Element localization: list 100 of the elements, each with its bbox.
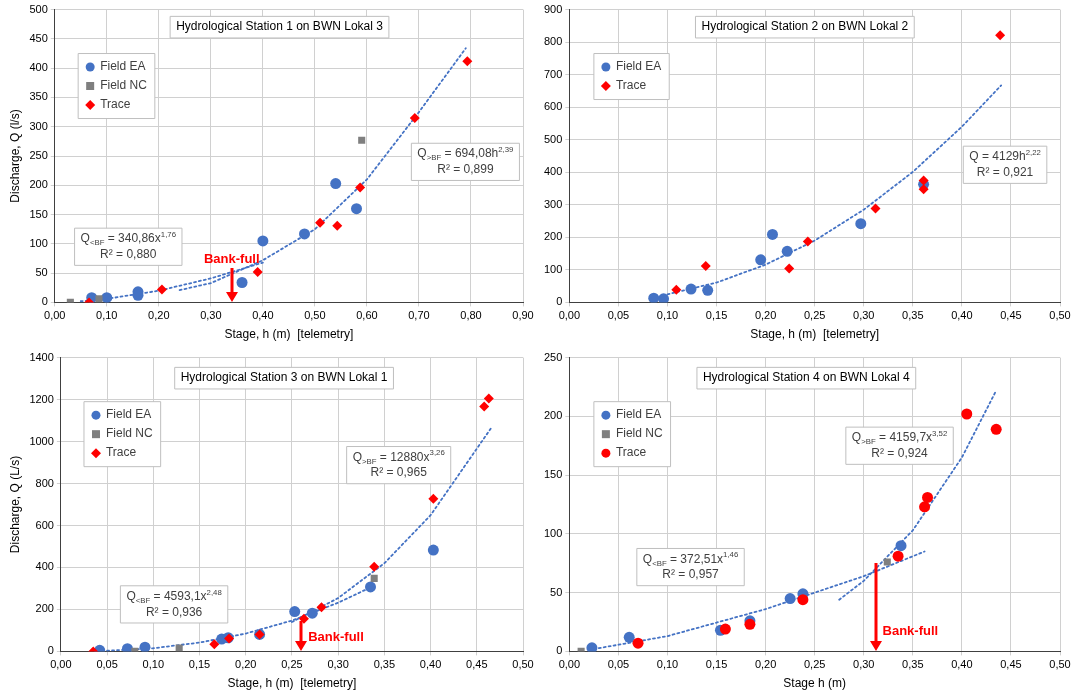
x-tick-label: 0,45 — [466, 658, 488, 671]
x-tick-label: 0,35 — [373, 658, 396, 671]
text: Hydrological Station 2 on BWN Lokal 2 — [701, 19, 909, 34]
text: Hydrological Station 3 on BWN Lokal 1 — [180, 370, 388, 385]
y-tick-label: 900 — [543, 2, 563, 15]
x-tick-label: 0,25 — [803, 309, 826, 322]
x-tick-label: 0,20 — [754, 658, 777, 671]
x-tick-label: 0,30 — [853, 658, 875, 671]
legend-label: Field EA — [100, 59, 146, 74]
y-axis-title: Discharge, Q (L/s) — [7, 455, 22, 554]
x-tick-label: 0,05 — [607, 309, 630, 322]
x-axis-title: Stage h (m) — [783, 676, 847, 691]
x-tick-label: 0,05 — [607, 658, 630, 671]
y-tick-label: 600 — [35, 518, 54, 531]
x-tick-label: 0,40 — [951, 309, 973, 322]
x-tick-label: 0,10 — [96, 309, 118, 322]
x-tick-label: 0,15 — [705, 658, 728, 671]
legend-label: Trace — [100, 97, 131, 112]
x-tick-label: 0,50 — [304, 309, 326, 322]
x-axis-title: Stage, h (m) [telemetry] — [750, 327, 880, 342]
y-tick-label: 800 — [543, 35, 563, 48]
x-tick-label: 0,45 — [1000, 309, 1022, 322]
legend-label: Field EA — [615, 407, 662, 422]
x-tick-label: 0,25 — [803, 658, 826, 671]
legend-label: Field NC — [615, 426, 663, 441]
y-tick-label: 50 — [35, 266, 48, 279]
x-tick-label: 0,60 — [356, 309, 378, 322]
text: Hydrological Station 1 on BWN Lokal 3 — [176, 19, 384, 34]
annotation: Bank-full — [203, 250, 260, 266]
y-tick-label: 700 — [543, 67, 563, 80]
x-tick-label: 0,10 — [656, 309, 679, 322]
x-tick-label: 0,05 — [96, 658, 118, 671]
y-tick-label: 300 — [29, 119, 48, 132]
y-tick-label: 350 — [29, 90, 48, 103]
x-tick-label: 0,00 — [44, 309, 66, 322]
x-tick-label: 0,25 — [281, 658, 303, 671]
y-tick-label: 300 — [543, 197, 563, 210]
x-tick-label: 0,15 — [188, 658, 211, 671]
y-tick-label: 400 — [29, 61, 48, 74]
annotation: Bank-full — [308, 629, 364, 645]
x-tick-label: 0,90 — [512, 309, 534, 322]
y-tick-label: 500 — [543, 132, 563, 145]
x-tick-label: 0,40 — [419, 658, 442, 671]
legend-label: Field NC — [105, 426, 153, 441]
legend-label: Trace — [105, 445, 137, 460]
y-tick-label: 0 — [41, 295, 48, 308]
x-tick-label: 0,20 — [754, 309, 777, 322]
y-tick-label: 150 — [29, 207, 48, 220]
y-tick-label: 0 — [47, 644, 54, 657]
x-tick-label: 0,00 — [558, 658, 581, 671]
y-tick-label: 150 — [543, 468, 563, 481]
x-tick-label: 0,30 — [327, 658, 349, 671]
x-axis-title: Stage, h (m) [telemetry] — [227, 676, 357, 691]
y-tick-label: 200 — [29, 178, 48, 191]
legend-label: Field EA — [105, 407, 152, 422]
y-tick-label: 200 — [543, 230, 563, 243]
x-tick-label: 0,10 — [142, 658, 165, 671]
x-tick-label: 0,20 — [235, 658, 257, 671]
x-tick-label: 0,35 — [902, 309, 924, 322]
y-tick-label: 0 — [556, 644, 563, 657]
y-tick-label: 1400 — [29, 350, 54, 363]
y-tick-label: 100 — [543, 262, 563, 275]
y-tick-label: 400 — [543, 165, 563, 178]
x-tick-label: 0,70 — [408, 309, 430, 322]
x-tick-label: 0,15 — [705, 309, 728, 322]
legend-label: Field NC — [100, 78, 148, 93]
x-tick-label: 0,00 — [558, 309, 581, 322]
x-tick-label: 0,50 — [1049, 658, 1071, 671]
text: Hydrological Station 4 on BWN Lokal 4 — [702, 370, 911, 385]
y-tick-label: 250 — [543, 350, 563, 363]
x-tick-label: 0,00 — [50, 658, 72, 671]
x-tick-label: 0,30 — [200, 309, 222, 322]
x-tick-label: 0,40 — [252, 309, 274, 322]
y-tick-label: 450 — [29, 31, 48, 44]
annotation: Bank-full — [882, 622, 939, 638]
x-tick-label: 0,30 — [853, 309, 875, 322]
x-tick-label: 0,40 — [951, 658, 973, 671]
y-tick-label: 100 — [543, 526, 563, 539]
legend-label: Trace — [615, 78, 647, 93]
y-tick-label: 200 — [35, 602, 54, 615]
x-axis-title: Stage, h (m) [telemetry] — [224, 327, 354, 342]
x-tick-label: 0,35 — [902, 658, 924, 671]
y-axis-title: Discharge, Q (l/s) — [7, 109, 22, 203]
y-tick-label: 0 — [556, 295, 563, 308]
y-tick-label: 600 — [543, 100, 563, 113]
x-tick-label: 0,50 — [512, 658, 534, 671]
x-tick-label: 0,10 — [656, 658, 679, 671]
y-tick-label: 1200 — [29, 392, 54, 405]
y-tick-label: 250 — [29, 149, 48, 162]
y-tick-label: 1000 — [29, 434, 54, 447]
x-tick-label: 0,45 — [1000, 658, 1022, 671]
y-tick-label: 50 — [550, 585, 563, 598]
x-tick-label: 0,20 — [148, 309, 170, 322]
legend-label: Trace — [615, 445, 647, 460]
y-tick-label: 400 — [35, 560, 54, 573]
y-tick-label: 500 — [29, 2, 48, 15]
y-tick-label: 100 — [29, 236, 48, 249]
legend-label: Field EA — [615, 59, 662, 74]
x-tick-label: 0,80 — [460, 309, 482, 322]
y-tick-label: 800 — [35, 476, 54, 489]
